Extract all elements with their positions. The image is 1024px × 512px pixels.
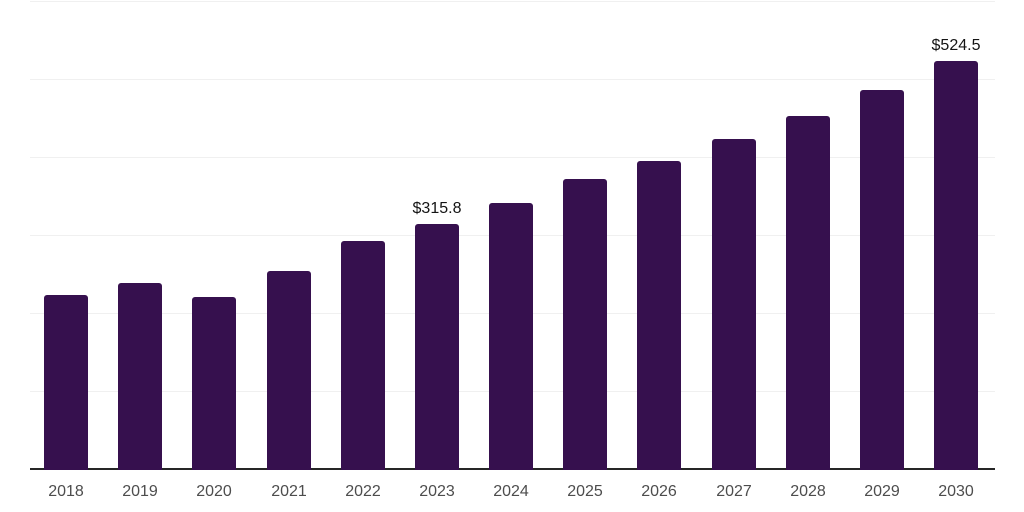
x-tick-label-2029: 2029 [864,483,900,500]
x-tick-label-2024: 2024 [493,483,529,500]
x-tick-label-2028: 2028 [790,483,826,500]
bar-2022 [341,241,385,470]
gridline-500 [30,79,995,80]
bar-2027 [712,139,756,470]
x-tick-label-2023: 2023 [419,483,455,500]
bar-value-label-2023: $315.8 [412,200,462,217]
x-tick-label-2018: 2018 [48,483,84,500]
x-tick-label-2019: 2019 [122,483,158,500]
x-tick-label-2020: 2020 [196,483,232,500]
bar-2030 [934,61,978,470]
gridline-600 [30,1,995,2]
bar-2020 [192,297,236,470]
bar-2026 [637,161,681,470]
x-tick-label-2027: 2027 [716,483,752,500]
bar-2021 [267,271,311,470]
x-tick-label-2022: 2022 [345,483,381,500]
bar-2018 [44,295,88,470]
x-tick-label-2026: 2026 [641,483,677,500]
bar-2029 [860,90,904,470]
x-tick-label-2021: 2021 [271,483,307,500]
bar-2025 [563,179,607,470]
gridline-400 [30,157,995,158]
plot-area: $315.8 $524.5 [30,0,995,470]
x-tick-label-2030: 2030 [938,483,974,500]
bar-2019 [118,283,162,470]
x-axis-tick-labels: 2018 2019 2020 2021 2022 2023 2024 2025 2026 2027… [30,482,995,506]
bar-2024 [489,203,533,470]
x-tick-label-2025: 2025 [567,483,603,500]
bar-2023 [415,224,459,470]
bar-value-label-2030: $524.5 [931,37,981,54]
bar-2028 [786,116,830,470]
